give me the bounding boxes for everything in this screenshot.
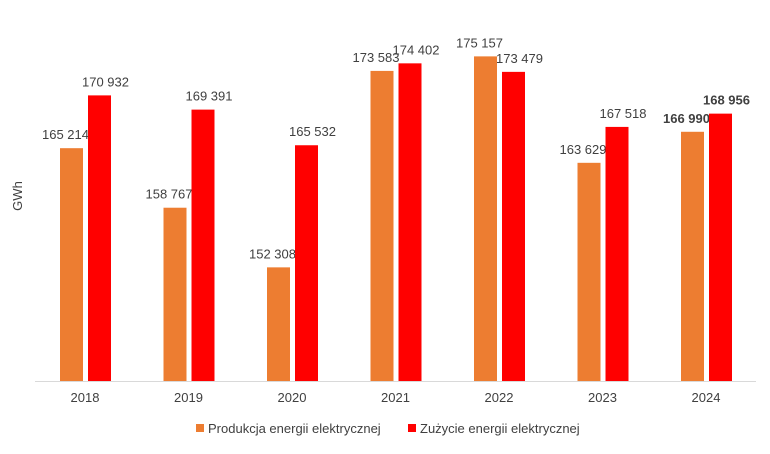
x-tick-label-2020: 2020: [278, 390, 307, 405]
bar-production-2024: [681, 131, 704, 381]
bar-consumption-2023: [605, 126, 629, 381]
x-tick-label-2023: 2023: [588, 390, 617, 405]
bar-consumption-2024: [709, 113, 732, 381]
bar-production-2021: [370, 70, 394, 382]
bar-consumption-2019: [191, 109, 215, 381]
legend-swatch-consumption: [408, 424, 416, 432]
data-label-production-2018: 165 214: [42, 127, 89, 142]
bar-consumption-2021: [398, 63, 422, 381]
x-tick-label-2018: 2018: [71, 390, 100, 405]
data-label-production-2021: 173 583: [353, 50, 400, 65]
x-tick-label-2024: 2024: [692, 390, 721, 405]
data-label-production-2024: 166 990: [663, 111, 710, 126]
legend-label-production: Produkcja energii elektrycznej: [208, 421, 381, 436]
bar-consumption-2020: [295, 145, 318, 381]
data-label-consumption-2019: 169 391: [186, 89, 233, 104]
data-label-production-2020: 152 308: [249, 246, 296, 261]
bar-production-2023: [577, 162, 601, 381]
legend: Produkcja energii elektrycznej Zużycie e…: [196, 421, 580, 436]
data-label-production-2022: 175 157: [456, 35, 503, 50]
x-tick-label-2019: 2019: [174, 390, 203, 405]
bar-consumption-2022: [502, 71, 525, 382]
x-tick-label-2022: 2022: [485, 390, 514, 405]
bar-production-2018: [60, 148, 83, 381]
data-label-consumption-2022: 173 479: [496, 51, 543, 66]
bar-production-2019: [163, 207, 187, 381]
data-label-consumption-2023: 167 518: [600, 106, 647, 121]
legend-swatch-production: [196, 424, 204, 432]
bar-production-2020: [267, 267, 290, 381]
y-axis-label: GWh: [10, 181, 25, 211]
data-label-consumption-2018: 170 932: [82, 74, 129, 89]
data-label-production-2023: 163 629: [560, 142, 607, 157]
x-tick-label-2021: 2021: [381, 390, 410, 405]
data-label-production-2019: 158 767: [146, 187, 193, 202]
bar-production-2022: [474, 56, 497, 381]
data-label-consumption-2021: 174 402: [393, 42, 440, 57]
bar-consumption-2018: [88, 95, 111, 382]
legend-label-consumption: Zużycie energii elektrycznej: [420, 421, 580, 436]
data-label-consumption-2020: 165 532: [289, 124, 336, 139]
data-label-consumption-2024: 168 956: [703, 93, 750, 108]
